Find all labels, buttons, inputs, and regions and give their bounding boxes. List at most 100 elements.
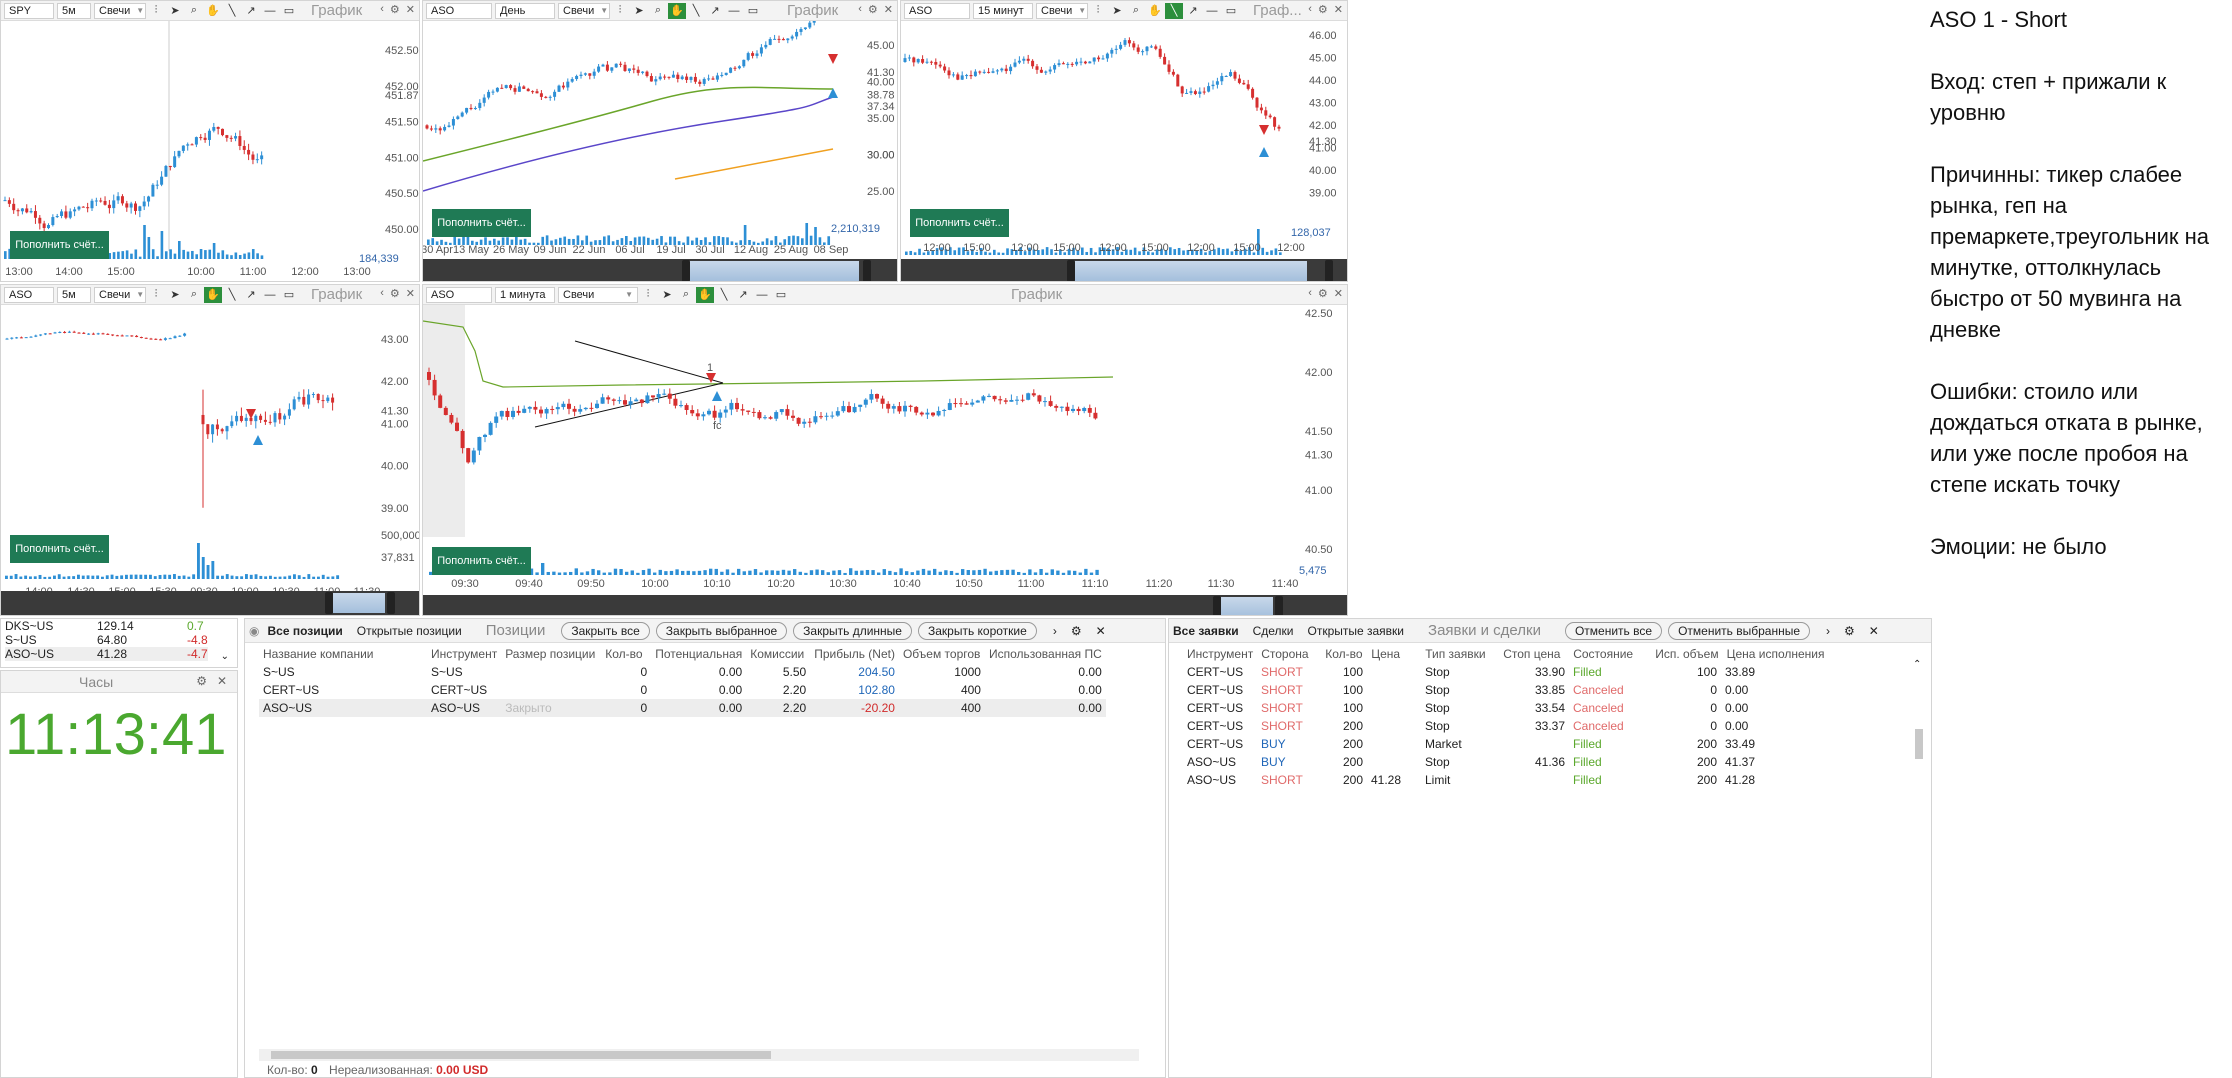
candlestick-chart[interactable]: 46.00 45.00 44.00 43.00 42.00 41.00 40.00 39.00… (901, 21, 1348, 259)
rect-tool-icon[interactable]: ▭ (283, 5, 295, 17)
hand-icon[interactable]: ✋ (204, 286, 222, 303)
deposit-button[interactable]: Пополнить счёт... (10, 231, 109, 259)
arrow-tool-icon[interactable]: ↗ (710, 5, 720, 17)
zoom-icon[interactable]: ⌕ (190, 4, 198, 16)
symbol-select[interactable]: ASO (904, 2, 970, 19)
cursor-icon[interactable]: ➤ (1112, 5, 1122, 17)
hline-tool-icon[interactable]: — (264, 288, 276, 301)
navigator[interactable] (1, 591, 419, 615)
interval-select[interactable]: День (495, 2, 555, 19)
tab-open-orders[interactable]: Открытые заявки (1307, 623, 1405, 638)
close-selected-button[interactable]: Закрыть выбранное (655, 621, 788, 640)
hline-tool-icon[interactable]: — (728, 4, 740, 17)
candlestick-chart[interactable]: 43.00 42.00 41.00 40.00 39.00 41.30 500,000 37,… (1, 305, 420, 593)
navigator-handle-right[interactable] (1325, 260, 1333, 281)
hand-icon[interactable]: ✋ (668, 2, 686, 19)
line-tool-icon[interactable]: ╲ (720, 289, 728, 301)
navigator-handle-right[interactable] (863, 260, 871, 281)
rect-tool-icon[interactable]: ▭ (283, 289, 295, 301)
list-item[interactable]: S~US 64.80 -4.8 (5, 633, 208, 647)
gear-icon[interactable]: ⚙ (389, 4, 400, 16)
arrow-tool-icon[interactable]: ↗ (246, 289, 256, 301)
deposit-button[interactable]: Пополнить счёт... (432, 209, 531, 237)
close-icon[interactable]: ✕ (1333, 288, 1343, 300)
gear-icon[interactable]: ⚙ (196, 674, 207, 688)
symbol-select[interactable]: ASO (426, 2, 492, 19)
table-row[interactable]: CERT~US SHORT 100 Stop 33.54 Canceled 0 0.00 (1183, 699, 1801, 717)
tab-deals[interactable]: Сделки (1252, 623, 1294, 638)
col-company[interactable]: Название компании (263, 647, 374, 661)
indicators-icon[interactable]: ⫶ (646, 288, 650, 300)
back-icon[interactable]: ‹ (380, 287, 384, 299)
tab-open-positions[interactable]: Открытые позиции (356, 623, 462, 638)
hline-tool-icon[interactable]: — (264, 4, 276, 17)
candlestick-chart[interactable]: 45.00 40.00 35.00 30.00 25.00 41.30 38.7837.34… (423, 21, 898, 259)
back-icon[interactable]: ‹ (858, 3, 862, 15)
close-icon[interactable]: ✕ (883, 4, 893, 16)
table-row[interactable]: ASO~US ASO~US Закрыто 0 0.00 2.20 -20.20 400 0… (259, 699, 1106, 717)
navigator[interactable] (901, 259, 1347, 281)
hand-icon[interactable]: ✋ (696, 286, 714, 303)
horizontal-scrollbar[interactable] (259, 1049, 1139, 1061)
navigator-handle-right[interactable] (387, 592, 395, 614)
gear-icon[interactable]: ⚙ (1844, 623, 1855, 638)
back-icon[interactable]: ‹ (1308, 287, 1312, 299)
navigator-handle-left[interactable] (1213, 596, 1221, 615)
indicators-icon[interactable]: ⫶ (154, 288, 158, 300)
tab-all-orders[interactable]: Все заявки (1173, 623, 1239, 638)
chevron-right-icon[interactable]: › (1052, 623, 1057, 638)
chart-type-select[interactable]: Свечи ▼ (94, 2, 146, 19)
rect-tool-icon[interactable]: ▭ (1225, 5, 1237, 17)
line-tool-icon[interactable]: ╲ (692, 5, 700, 17)
table-row[interactable]: CERT~US SHORT 100 Stop 33.85 Canceled 0 0.00 (1183, 681, 1801, 699)
back-icon[interactable]: ‹ (380, 3, 384, 15)
close-icon[interactable]: ✕ (1095, 623, 1106, 638)
cancel-selected-button[interactable]: Отменить выбранные (1668, 621, 1811, 640)
navigator-handle-left[interactable] (682, 260, 690, 281)
rect-tool-icon[interactable]: ▭ (775, 289, 787, 301)
hline-tool-icon[interactable]: — (756, 288, 768, 301)
line-tool-icon[interactable]: ╲ (228, 5, 236, 17)
navigator-handle-left[interactable] (325, 592, 333, 614)
gear-icon[interactable]: ⚙ (1317, 288, 1328, 300)
tab-all-positions[interactable]: Все позиции (267, 623, 343, 638)
navigator-handle-right[interactable] (1275, 596, 1283, 615)
cursor-icon[interactable]: ➤ (170, 289, 180, 301)
back-icon[interactable]: ‹ (1308, 3, 1312, 15)
zoom-icon[interactable]: ⌕ (654, 4, 662, 16)
indicators-icon[interactable]: ⫶ (154, 4, 158, 16)
zoom-icon[interactable]: ⌕ (682, 288, 690, 300)
interval-select[interactable]: 5м (57, 286, 91, 303)
navigator[interactable] (423, 595, 1347, 615)
zoom-icon[interactable]: ⌕ (1132, 4, 1140, 16)
cursor-icon[interactable]: ➤ (662, 289, 672, 301)
symbol-select[interactable]: SPY (4, 2, 54, 19)
hline-tool-icon[interactable]: — (1206, 4, 1218, 17)
deposit-button[interactable]: Пополнить счёт... (432, 547, 531, 575)
scroll-up-icon[interactable]: ⌃ (1913, 659, 1922, 670)
arrow-tool-icon[interactable]: ↗ (1188, 5, 1198, 17)
navigator-handle-left[interactable] (1067, 260, 1075, 281)
gear-icon[interactable]: ⚙ (867, 4, 878, 16)
indicators-icon[interactable]: ⫶ (1096, 4, 1100, 16)
cancel-all-button[interactable]: Отменить все (1564, 621, 1663, 640)
arrow-tool-icon[interactable]: ↗ (246, 5, 256, 17)
close-icon[interactable]: ✕ (1868, 623, 1879, 638)
chart-type-select[interactable]: Свечи ▼ (558, 2, 610, 19)
line-tool-icon[interactable]: ╲ (228, 289, 236, 301)
gear-icon[interactable]: ⚙ (1317, 4, 1328, 16)
indicators-icon[interactable]: ⫶ (618, 4, 622, 16)
line-tool-icon[interactable]: ╲ (1165, 2, 1183, 19)
close-icon[interactable]: ✕ (1333, 4, 1343, 16)
deposit-button[interactable]: Пополнить счёт... (10, 535, 109, 563)
cursor-icon[interactable]: ➤ (634, 5, 644, 17)
close-icon[interactable]: ✕ (405, 4, 415, 16)
radio-icon[interactable]: ◉ (249, 623, 260, 638)
hand-icon[interactable]: ✋ (1148, 5, 1162, 17)
close-long-button[interactable]: Закрыть длинные (793, 621, 912, 640)
cursor-icon[interactable]: ➤ (170, 5, 180, 17)
symbol-select[interactable]: ASO (4, 286, 54, 303)
table-row[interactable]: CERT~US SHORT 200 Stop 33.37 Canceled 0 0.00 (1183, 717, 1801, 735)
vertical-scrollbar[interactable]: ⌃ (1913, 659, 1925, 759)
zoom-icon[interactable]: ⌕ (190, 288, 198, 300)
